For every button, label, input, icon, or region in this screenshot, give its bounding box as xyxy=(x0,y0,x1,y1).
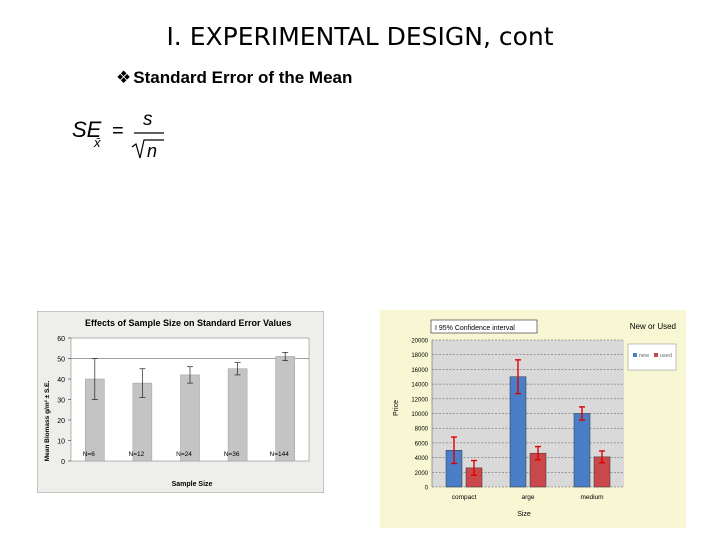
chart1-category-label: N=24 xyxy=(176,451,192,458)
chart1-title: Effects of Sample Size on Standard Error… xyxy=(85,318,292,328)
chart2-ytick-label: 2000 xyxy=(415,471,429,477)
chart-sample-size-se: Effects of Sample Size on Standard Error… xyxy=(37,311,324,493)
chart1-ylabel: Mean Biomass g/m² ± S.E. xyxy=(44,381,51,462)
chart2-legend-label: used xyxy=(660,353,672,359)
formula-denominator: n xyxy=(147,141,157,161)
chart1-ytick-label: 20 xyxy=(57,418,65,425)
chart2-legend xyxy=(627,343,677,371)
chart-new-or-used-price: I 95% Confidence interval New or Used Pr… xyxy=(380,310,686,528)
chart2-annotation-box xyxy=(430,319,538,334)
formula-equals: = xyxy=(112,120,124,142)
chart1-ytick-label: 0 xyxy=(61,459,65,466)
chart2-bar-new xyxy=(573,413,591,488)
chart2-category-label: arge xyxy=(521,494,534,501)
chart1-ytick-label: 10 xyxy=(57,439,65,446)
chart2-ytick-label: 18000 xyxy=(411,353,428,359)
chart2-ytick-label: 8000 xyxy=(415,427,429,433)
chart2-title: New or Used xyxy=(630,322,676,331)
chart1-ytick-label: 40 xyxy=(57,377,65,384)
formula-lhs: SE xyxy=(72,117,102,142)
chart1-category-label: N=6 xyxy=(83,451,95,458)
bullet-text: Standard Error of the Mean xyxy=(133,68,353,87)
chart2-ytick-label: 14000 xyxy=(411,383,428,389)
chart1-bar xyxy=(180,374,200,462)
chart1-ytick-label: 60 xyxy=(57,336,65,343)
sqrt-sign-icon xyxy=(131,139,164,159)
chart1-ytick-label: 30 xyxy=(57,398,65,405)
chart2-ytick-label: 10000 xyxy=(411,412,428,418)
chart2-ytick-label: 4000 xyxy=(415,456,429,462)
chart1-xlabel: Sample Size xyxy=(172,481,213,488)
chart2-ytick-label: 12000 xyxy=(411,397,428,403)
chart1-bar xyxy=(227,368,248,462)
formula-subscript: x̄ xyxy=(93,135,101,150)
slide-title: I. EXPERIMENTAL DESIGN, cont xyxy=(166,22,554,51)
diamond-bullet-icon: ❖ xyxy=(116,68,132,87)
standard-error-formula: SE x̄ = s n xyxy=(72,109,164,161)
formula-numerator: s xyxy=(143,109,153,130)
chart1-category-label: N=36 xyxy=(224,451,240,458)
chart1-ytick-label: 50 xyxy=(57,357,65,364)
chart2-legend-label: new xyxy=(639,353,649,359)
chart1-category-label: N=144 xyxy=(270,451,290,458)
chart2-legend-swatch xyxy=(633,353,637,357)
chart2-category-label: compact xyxy=(452,494,477,501)
chart2-legend-swatch xyxy=(654,353,658,357)
chart2-ytick-label: 16000 xyxy=(411,368,428,374)
chart2-ytick-label: 6000 xyxy=(415,441,429,447)
chart2-ytick-label: 0 xyxy=(425,486,429,492)
bullet-item: ❖ Standard Error of the Mean xyxy=(116,68,352,88)
chart1-bar xyxy=(275,356,295,462)
chart2-xlabel: Size xyxy=(517,511,531,518)
chart1-category-label: N=12 xyxy=(129,451,145,458)
chart2-ylabel: Price xyxy=(393,400,400,416)
chart2-ytick-label: 20000 xyxy=(411,339,428,345)
chart2-annotation: I 95% Confidence interval xyxy=(435,325,515,332)
chart2-category-label: medium xyxy=(580,494,603,501)
